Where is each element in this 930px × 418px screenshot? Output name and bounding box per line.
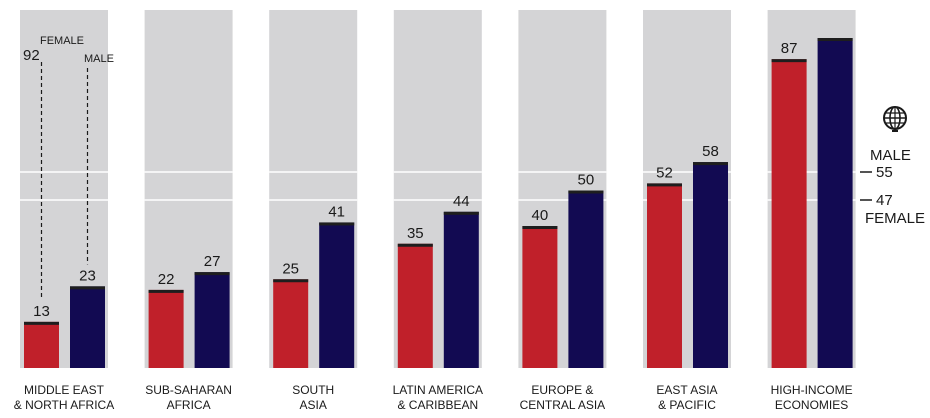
category-label: & CARIBBEAN: [397, 398, 478, 412]
category-label: ECONOMIES: [775, 398, 848, 412]
bar-male-cap: [443, 211, 479, 215]
category-label: & NORTH AFRICA: [14, 398, 114, 412]
panels-layer: [20, 10, 856, 368]
bar-male: [693, 162, 728, 368]
category-label: EAST ASIA: [656, 383, 717, 397]
bar-female-value-label: 25: [282, 260, 299, 277]
category-label: AFRICA: [167, 398, 211, 412]
world-female-label: FEMALE: [865, 210, 925, 227]
bar-male-cap: [568, 190, 604, 194]
bar-female: [647, 183, 682, 368]
bars-layer: [24, 38, 853, 369]
female-callout-label: FEMALE: [40, 35, 84, 47]
labels-layer: MIDDLE EAST& NORTH AFRICA 22 27 SUB-SAHARAN…: [14, 40, 853, 412]
category-label: LATIN AMERICA: [393, 383, 483, 397]
bar-male: [817, 38, 853, 368]
category-label: ASIA: [300, 398, 327, 412]
category-label: EUROPE &: [531, 383, 593, 397]
bar-male-value-label: 58: [702, 143, 719, 160]
bar-female-value-label: 40: [532, 207, 549, 224]
bar-female-cap: [24, 321, 59, 325]
bar-male: [70, 286, 105, 368]
world-male-label: MALE: [870, 147, 911, 164]
bar-female-value-label: 52: [656, 164, 673, 181]
bar-female: [24, 321, 59, 368]
world-female-value: 47: [876, 192, 893, 209]
bar-male-value-label: 41: [328, 203, 345, 220]
category-label: SUB-SAHARAN: [145, 383, 232, 397]
category-label: SOUTH: [292, 383, 334, 397]
bar-female: [522, 226, 558, 368]
bar-female-value-label: 87: [781, 40, 798, 57]
bar-female-cap: [397, 243, 433, 247]
globe-icon: [883, 106, 907, 132]
category-label: MIDDLE EAST: [24, 383, 105, 397]
category-label: HIGH-INCOME: [771, 383, 853, 397]
bar-female-cap: [273, 279, 309, 283]
bar-male-cap: [70, 286, 105, 290]
world-male-value: 55: [876, 164, 893, 181]
bar-male-value-label: 23: [79, 267, 96, 284]
bar-male-value-label: 50: [578, 172, 595, 189]
bar-male: [568, 190, 604, 368]
bar-female-value-label: 22: [158, 271, 175, 288]
category-label: & PACIFIC: [658, 398, 716, 412]
category-label: CENTRAL ASIA: [520, 398, 606, 412]
bar-male-cap: [319, 222, 355, 226]
bar-female-cap: [647, 183, 682, 187]
bar-female: [771, 59, 807, 369]
bar-male: [194, 272, 230, 368]
bar-male: [443, 211, 479, 368]
male-callout-label: MALE: [84, 53, 114, 65]
bar-male-cap: [693, 162, 728, 166]
bar-male-value-label: 44: [453, 193, 470, 210]
bar-female-cap: [771, 59, 807, 63]
bar-female-cap: [522, 226, 558, 229]
bar-female-value-label: 35: [407, 225, 424, 242]
bar-female-cap: [148, 289, 184, 293]
bar-female: [397, 243, 433, 368]
bar-male-cap: [194, 272, 230, 276]
bar-male-cap: [817, 38, 853, 41]
overflow-value-label: 92: [23, 47, 40, 64]
bar-male: [319, 222, 355, 368]
bar-female-value-label: 13: [33, 303, 50, 320]
bar-female: [273, 279, 309, 368]
bar-female: [148, 289, 184, 368]
bar-male-value-label: 27: [204, 253, 221, 270]
